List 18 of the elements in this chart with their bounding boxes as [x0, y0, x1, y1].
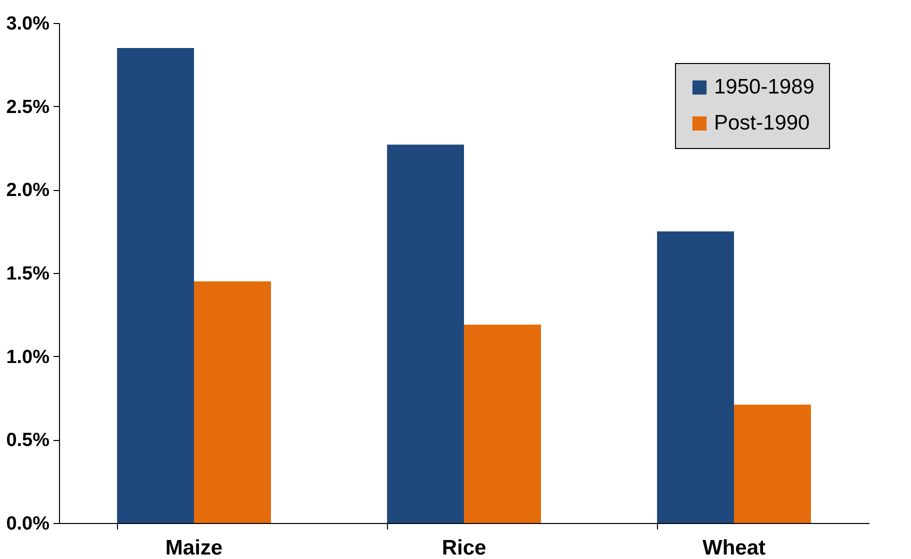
bar [464, 324, 541, 523]
bar [194, 281, 271, 523]
y-tick-label: 2.0% [6, 180, 50, 202]
bar [734, 404, 811, 523]
y-tick-label: 1.0% [6, 346, 50, 368]
x-tick-label: Wheat [702, 536, 766, 559]
x-tick-label: Maize [165, 536, 223, 559]
y-tick-label: 0.0% [6, 514, 50, 534]
bar [657, 231, 734, 523]
legend-label: 1950-1989 [714, 76, 814, 98]
bar [387, 144, 464, 523]
y-tick-label: 1.5% [6, 264, 50, 284]
legend-label: Post-1990 [714, 112, 810, 134]
bar [117, 48, 194, 523]
y-tick-label: 2.5% [6, 96, 50, 118]
y-tick-label: 3.0% [6, 14, 50, 34]
x-tick-label: Rice [442, 536, 486, 559]
y-tick-label: 0.5% [6, 430, 50, 452]
